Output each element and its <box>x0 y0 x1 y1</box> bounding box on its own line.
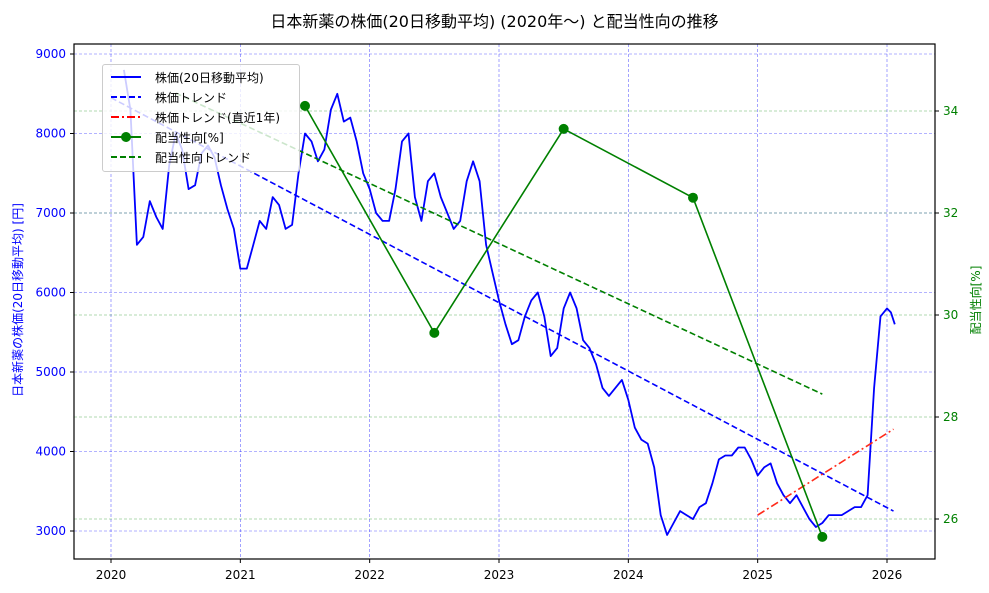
left-axis-label: 日本新薬の株価(20日移動平均) [円] <box>11 203 25 397</box>
svg-text:28: 28 <box>943 410 958 424</box>
dashdot-line-icon <box>111 116 141 118</box>
solid-line-icon <box>111 76 141 78</box>
chart-title: 日本新薬の株価(20日移動平均) (2020年〜) と配当性向の推移 <box>270 12 719 31</box>
svg-text:2025: 2025 <box>742 568 773 582</box>
legend-label: 株価(20日移動平均) <box>155 70 264 85</box>
legend-label: 株価トレンド <box>155 90 228 105</box>
svg-text:2026: 2026 <box>872 568 903 582</box>
legend-item-price-trend: 株価トレンド <box>111 87 227 107</box>
legend-label: 配当性向トレンド <box>155 150 252 165</box>
svg-text:2021: 2021 <box>225 568 256 582</box>
svg-text:2020: 2020 <box>96 568 127 582</box>
svg-text:7000: 7000 <box>35 206 66 220</box>
legend-label: 配当性向[%] <box>155 130 224 145</box>
svg-text:2023: 2023 <box>484 568 515 582</box>
svg-text:2022: 2022 <box>354 568 385 582</box>
legend-item-payout-trend: 配当性向トレンド <box>111 147 251 167</box>
svg-text:34: 34 <box>943 104 958 118</box>
dashed-line-icon <box>111 96 141 98</box>
svg-text:4000: 4000 <box>35 445 66 459</box>
svg-text:30: 30 <box>943 308 958 322</box>
svg-text:26: 26 <box>943 512 958 526</box>
legend-label: 株価トレンド(直近1年) <box>155 110 280 125</box>
line-marker-icon <box>111 132 141 142</box>
legend-item-price: 株価(20日移動平均) <box>111 67 264 87</box>
svg-text:2024: 2024 <box>613 568 644 582</box>
right-axis-label: 配当性向[%] <box>969 265 983 335</box>
svg-text:6000: 6000 <box>35 286 66 300</box>
svg-text:32: 32 <box>943 206 958 220</box>
svg-text:5000: 5000 <box>35 365 66 379</box>
legend-item-price-trend-recent: 株価トレンド(直近1年) <box>111 107 280 127</box>
legend-item-payout: 配当性向[%] <box>111 127 224 147</box>
svg-text:8000: 8000 <box>35 127 66 141</box>
svg-text:9000: 9000 <box>35 47 66 61</box>
dashed-line-icon <box>111 156 141 158</box>
legend: 株価(20日移動平均) 株価トレンド 株価トレンド(直近1年) 配当性向[%] … <box>102 64 300 172</box>
svg-text:3000: 3000 <box>35 524 66 538</box>
